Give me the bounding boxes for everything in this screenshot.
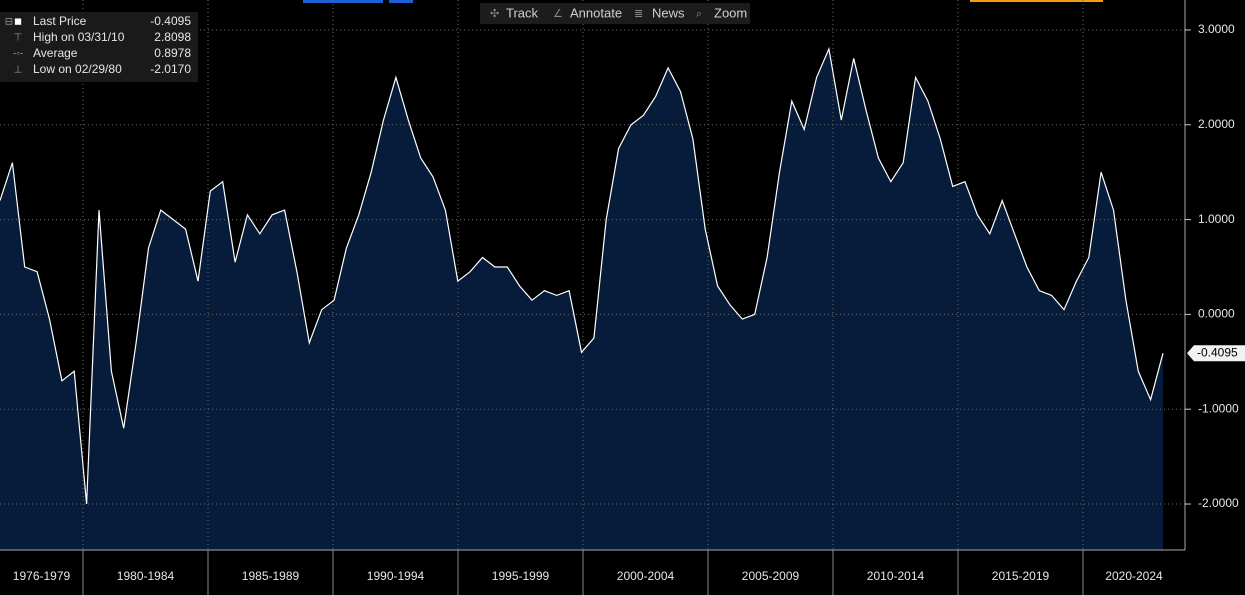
y-tick-label: 2.0000 xyxy=(1198,117,1235,131)
x-tick-label: 2000-2004 xyxy=(617,569,675,583)
x-tick-label: 2015-2019 xyxy=(992,569,1050,583)
tab-indicator xyxy=(303,0,383,3)
svg-text:≣: ≣ xyxy=(634,8,643,20)
legend-bg xyxy=(0,12,198,82)
legend-value: 0.8978 xyxy=(154,46,191,60)
news-button[interactable]: ≣ News xyxy=(634,5,685,20)
toolbar-bg xyxy=(480,3,750,24)
legend: ■ Last Price -0.4095 ⊤ High on 03/31/10 2.809… xyxy=(0,12,198,82)
x-tick-label: 1985-1989 xyxy=(242,569,300,583)
button-label[interactable]: Annotate xyxy=(570,5,622,20)
button-label[interactable]: Track xyxy=(506,5,539,20)
legend-label: Average xyxy=(33,46,78,60)
x-tick-label: 1980-1984 xyxy=(117,569,175,583)
y-tick-label: -1.0000 xyxy=(1198,401,1239,415)
area xyxy=(0,48,1163,551)
legend-label: High on 03/31/10 xyxy=(33,30,125,44)
x-tick-label: 2010-2014 xyxy=(867,569,925,583)
legend-icon: ⊤ xyxy=(14,33,23,44)
legend-value: -2.0170 xyxy=(150,62,191,76)
legend-value: 2.8098 xyxy=(154,30,191,44)
legend-value: -0.4095 xyxy=(150,14,191,28)
track-button[interactable]: ✣ Track xyxy=(490,5,539,20)
last-value-tag xyxy=(1187,345,1245,362)
y-tick-label: 0.0000 xyxy=(1198,307,1235,321)
svg-text:✣: ✣ xyxy=(490,8,499,20)
legend-icon: -◦- xyxy=(13,49,23,60)
legend-icon: ■ xyxy=(14,13,22,28)
button-label[interactable]: Zoom xyxy=(714,5,747,20)
zoom-button[interactable]: ⌕ Zoom xyxy=(696,5,747,20)
price-line xyxy=(0,46,1164,505)
svg-text:⌕: ⌕ xyxy=(696,8,702,20)
x-tick-label: 2005-2009 xyxy=(742,569,800,583)
legend-toggle: ⊟ xyxy=(5,17,13,28)
legend-label: Low on 02/29/80 xyxy=(33,62,122,76)
y-tick-label: -2.0000 xyxy=(1198,496,1239,510)
x-tick-label: 2020-2024 xyxy=(1105,569,1163,583)
tab-indicator xyxy=(970,0,1103,2)
svg-text:∠: ∠ xyxy=(553,8,563,20)
x-tick-label: 1995-1999 xyxy=(492,569,550,583)
legend-label: Last Price xyxy=(33,14,87,28)
y-tick-label: 1.0000 xyxy=(1198,212,1235,226)
annotate-button[interactable]: ∠ Annotate xyxy=(553,5,622,20)
last-value-label: -0.4095 xyxy=(1197,345,1238,359)
legend-icon: ⊥ xyxy=(14,65,23,76)
tab-indicator xyxy=(389,0,413,3)
toolbar: ✣ Track ∠ Annotate ≣ News ⌕ Zoom xyxy=(480,3,750,24)
x-tick-label: 1990-1994 xyxy=(367,569,425,583)
x-tick-label: 1976-1979 xyxy=(13,569,71,583)
button-label[interactable]: News xyxy=(652,5,685,20)
y-tick-label: 3.0000 xyxy=(1198,22,1235,36)
